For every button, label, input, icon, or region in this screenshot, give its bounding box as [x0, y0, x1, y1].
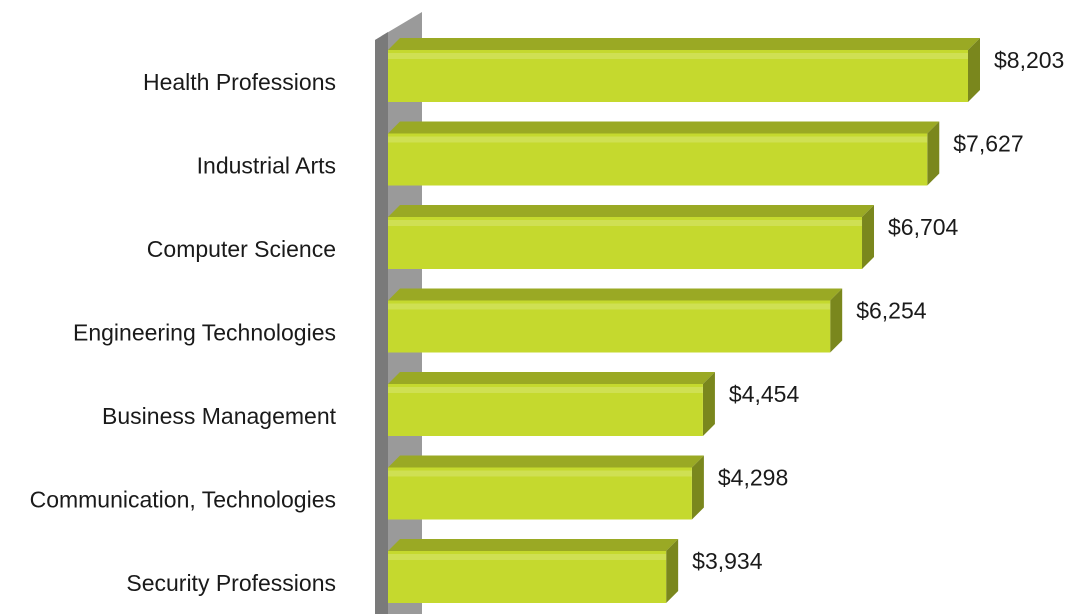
bar	[388, 300, 831, 353]
bar-highlight	[388, 387, 703, 393]
y-tick-label: Security Professions	[126, 570, 336, 596]
bar-highlight	[388, 136, 928, 143]
bar-top	[388, 539, 679, 551]
value-label: $3,934	[692, 548, 763, 574]
bar-end	[862, 205, 875, 269]
value-label: $6,254	[856, 298, 927, 324]
wall-edge	[375, 32, 388, 614]
value-label: $7,627	[953, 131, 1023, 157]
bar	[388, 50, 968, 102]
y-tick-label: Computer Science	[147, 236, 336, 262]
bar-end	[666, 539, 679, 603]
bar-top	[388, 455, 704, 468]
bar-end	[830, 288, 843, 353]
bar-top	[388, 38, 980, 50]
value-label: $4,298	[718, 465, 788, 491]
bar-end	[691, 455, 704, 520]
bar-top	[388, 205, 875, 217]
y-tick-label: Health Professions	[143, 69, 336, 95]
bar-end	[968, 38, 980, 102]
bar-top	[388, 288, 843, 301]
y-tick-label: Communication, Technologies	[30, 487, 336, 513]
value-label: $4,454	[729, 381, 800, 407]
y-tick-label: Industrial Arts	[197, 153, 336, 179]
bar-top	[388, 121, 940, 134]
bar-highlight	[388, 220, 863, 226]
y-tick-label: Business Management	[102, 403, 337, 429]
bar-highlight	[388, 53, 968, 59]
value-label: $6,704	[888, 214, 959, 240]
bar	[388, 384, 703, 436]
value-label: $8,203	[994, 47, 1064, 73]
bar-highlight	[388, 554, 667, 560]
bar	[388, 133, 928, 186]
bar-end	[702, 372, 715, 436]
bar	[388, 217, 863, 269]
bar-highlight	[388, 470, 692, 477]
bar-end	[927, 121, 940, 186]
bar	[388, 551, 667, 603]
bar-top	[388, 372, 715, 384]
y-tick-label: Engineering Technologies	[73, 320, 336, 346]
bar	[388, 467, 692, 520]
bar-highlight	[388, 303, 831, 310]
